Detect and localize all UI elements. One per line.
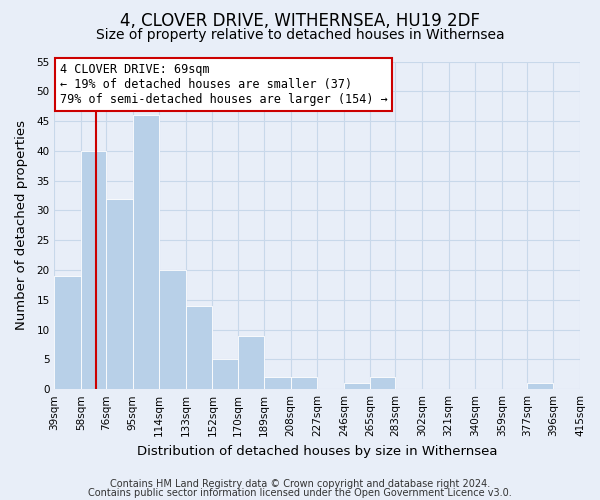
- Text: 4 CLOVER DRIVE: 69sqm
← 19% of detached houses are smaller (37)
79% of semi-deta: 4 CLOVER DRIVE: 69sqm ← 19% of detached …: [60, 63, 388, 106]
- Bar: [290, 378, 317, 389]
- Text: Size of property relative to detached houses in Withernsea: Size of property relative to detached ho…: [95, 28, 505, 42]
- Bar: [344, 383, 370, 389]
- Bar: [264, 378, 290, 389]
- Text: Contains public sector information licensed under the Open Government Licence v3: Contains public sector information licen…: [88, 488, 512, 498]
- Bar: [238, 336, 264, 389]
- Bar: [527, 383, 553, 389]
- Y-axis label: Number of detached properties: Number of detached properties: [15, 120, 28, 330]
- Bar: [106, 198, 133, 389]
- Text: 4, CLOVER DRIVE, WITHERNSEA, HU19 2DF: 4, CLOVER DRIVE, WITHERNSEA, HU19 2DF: [120, 12, 480, 30]
- Bar: [370, 378, 395, 389]
- Bar: [186, 306, 212, 389]
- Bar: [212, 360, 238, 389]
- X-axis label: Distribution of detached houses by size in Withernsea: Distribution of detached houses by size …: [137, 444, 497, 458]
- Bar: [81, 151, 106, 389]
- Bar: [55, 276, 81, 389]
- Bar: [133, 115, 159, 389]
- Text: Contains HM Land Registry data © Crown copyright and database right 2024.: Contains HM Land Registry data © Crown c…: [110, 479, 490, 489]
- Bar: [159, 270, 186, 389]
